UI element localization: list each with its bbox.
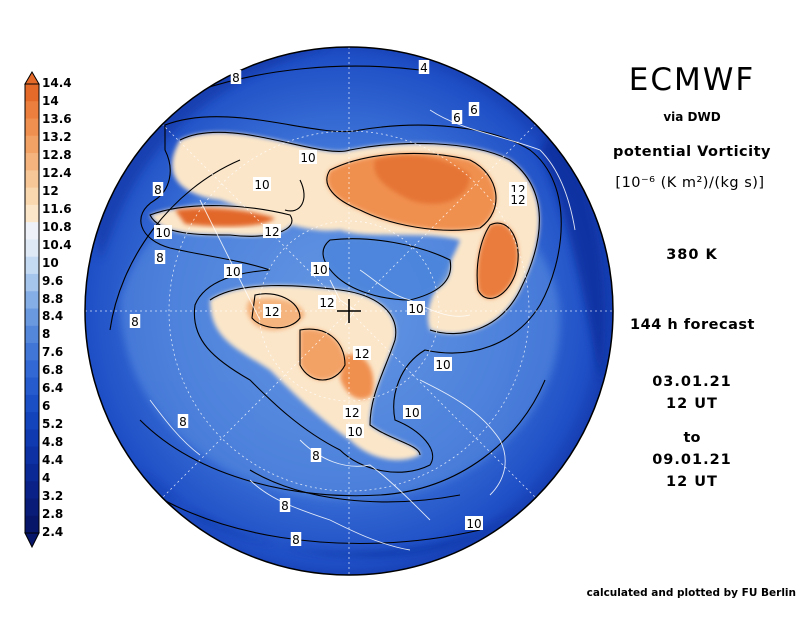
colorbar-swatch — [25, 187, 39, 206]
contour-label: 12 — [344, 406, 359, 420]
colorbar-tick-label: 6 — [42, 399, 51, 414]
colorbar-bottom-arrow-icon — [24, 532, 40, 549]
colorbar-swatch — [25, 515, 39, 534]
colorbar-swatch — [25, 204, 39, 223]
colorbar-swatch — [25, 239, 39, 258]
contour-label: 8 — [154, 183, 162, 197]
colorbar-tick-label: 6.8 — [42, 363, 64, 378]
colorbar-swatch — [25, 394, 39, 413]
init-time: 12 UT — [666, 396, 718, 412]
colorbar-swatch — [25, 135, 39, 154]
colorbar-top-arrow-icon — [24, 71, 40, 85]
contour-label: 12 — [264, 225, 279, 239]
credit-label: calculated and plotted by FU Berlin — [586, 587, 796, 599]
units-label: [10⁻⁶ (K m²)/(kg s)] — [615, 175, 765, 191]
colorbar-swatch — [25, 153, 39, 171]
colorbar-tick-label: 3.2 — [42, 489, 64, 504]
colorbar-swatch — [25, 343, 39, 361]
colorbar-tick-label: 13.2 — [42, 129, 72, 144]
model-title: ECMWF — [628, 62, 756, 98]
contour-label: 8 — [292, 533, 300, 547]
contour-label: 8 — [156, 251, 164, 265]
colorbar-swatch — [25, 273, 39, 292]
colorbar-tick-label: 14.4 — [42, 76, 72, 90]
colorbar-tick-label: 2.4 — [42, 525, 64, 539]
colorbar-tick-label: 12.4 — [42, 165, 72, 180]
contour-label: 10 — [300, 151, 315, 165]
colorbar-swatch — [25, 498, 39, 517]
parameter-label: potential Vorticity — [612, 144, 772, 160]
colorbar-swatch — [25, 291, 39, 309]
colorbar-tick-label: 10 — [42, 255, 59, 270]
colorbar-swatch — [25, 101, 39, 120]
colorbar-swatch — [25, 84, 39, 102]
colorbar-swatch — [25, 170, 39, 189]
to-label: to — [683, 430, 701, 446]
colorbar-swatch — [25, 118, 39, 137]
map-disk — [85, 47, 613, 575]
contour-label: 8 — [281, 499, 289, 513]
contour-label: 8 — [179, 415, 187, 429]
colorbar-swatch — [25, 412, 39, 430]
colorbar-tick-label: 13.6 — [42, 111, 72, 126]
init-date: 03.01.21 — [652, 374, 732, 390]
colorbar-tick-label: 7.6 — [42, 345, 64, 360]
colorbar-tick-label: 12 — [42, 183, 59, 198]
via-label: via DWD — [663, 110, 721, 124]
colorbar-tick-label: 6.4 — [42, 381, 64, 396]
colorbar-tick-label: 10.4 — [42, 237, 72, 252]
contour-label: 12 — [354, 347, 369, 361]
colorbar-swatch — [25, 360, 39, 379]
contour-label: 12 — [319, 296, 334, 310]
valid-time: 12 UT — [666, 474, 718, 490]
contour-label: 10 — [155, 226, 170, 240]
colorbar-tick-label: 5.2 — [42, 417, 64, 432]
contour-label: 10 — [408, 302, 423, 316]
colorbar-swatch — [25, 377, 39, 396]
colorbar-tick-label: 4.8 — [42, 435, 64, 450]
contour-label: 12 — [510, 193, 525, 207]
contour-label: 8 — [312, 449, 320, 463]
forecast-label: 144 h forecast — [630, 317, 755, 333]
contour-label: 8 — [131, 315, 139, 329]
colorbar-tick-label: 11.6 — [42, 201, 72, 216]
colorbar-tick-label: 4 — [42, 471, 51, 486]
colorbar-tick-label: 4.4 — [42, 453, 64, 468]
contour-label: 10 — [435, 358, 450, 372]
contour-label: 12 — [264, 305, 279, 319]
contour-label: 10 — [347, 425, 362, 439]
colorbar-tick-label: 8.4 — [42, 309, 64, 324]
colorbar-swatch — [25, 481, 39, 499]
colorbar-tick-label: 8.8 — [42, 291, 64, 306]
contour-label: 10 — [225, 265, 240, 279]
colorbar-tick-label: 14 — [42, 93, 59, 108]
colorbar-tick-label: 9.6 — [42, 273, 64, 288]
contour-label: 10 — [312, 263, 327, 277]
colorbar-swatch — [25, 325, 39, 344]
contour-label: 6 — [470, 103, 478, 117]
valid-date: 09.01.21 — [652, 452, 732, 468]
colorbar-swatch — [25, 222, 39, 240]
contour-label: 6 — [453, 111, 461, 125]
contour-label: 4 — [420, 61, 428, 75]
colorbar-tick-label: 8 — [42, 327, 51, 342]
colorbar-tick-label: 12.8 — [42, 147, 72, 162]
colorbar-tick-label: 10.8 — [42, 219, 72, 234]
contour-label: 8 — [232, 71, 240, 85]
colorbar-swatch — [25, 256, 39, 275]
level-label: 380 K — [666, 247, 718, 263]
colorbar-tick-label: 2.8 — [42, 507, 64, 522]
plus-cross-icon — [337, 299, 361, 323]
colorbar-swatch — [25, 446, 39, 465]
colorbar-swatch — [25, 463, 39, 482]
colorbar-swatch — [25, 308, 39, 327]
contour-label: 10 — [404, 406, 419, 420]
colorbar — [24, 71, 40, 549]
colorbar-swatch — [25, 429, 39, 448]
contour-label: 10 — [466, 517, 481, 531]
contour-label: 10 — [254, 178, 269, 192]
